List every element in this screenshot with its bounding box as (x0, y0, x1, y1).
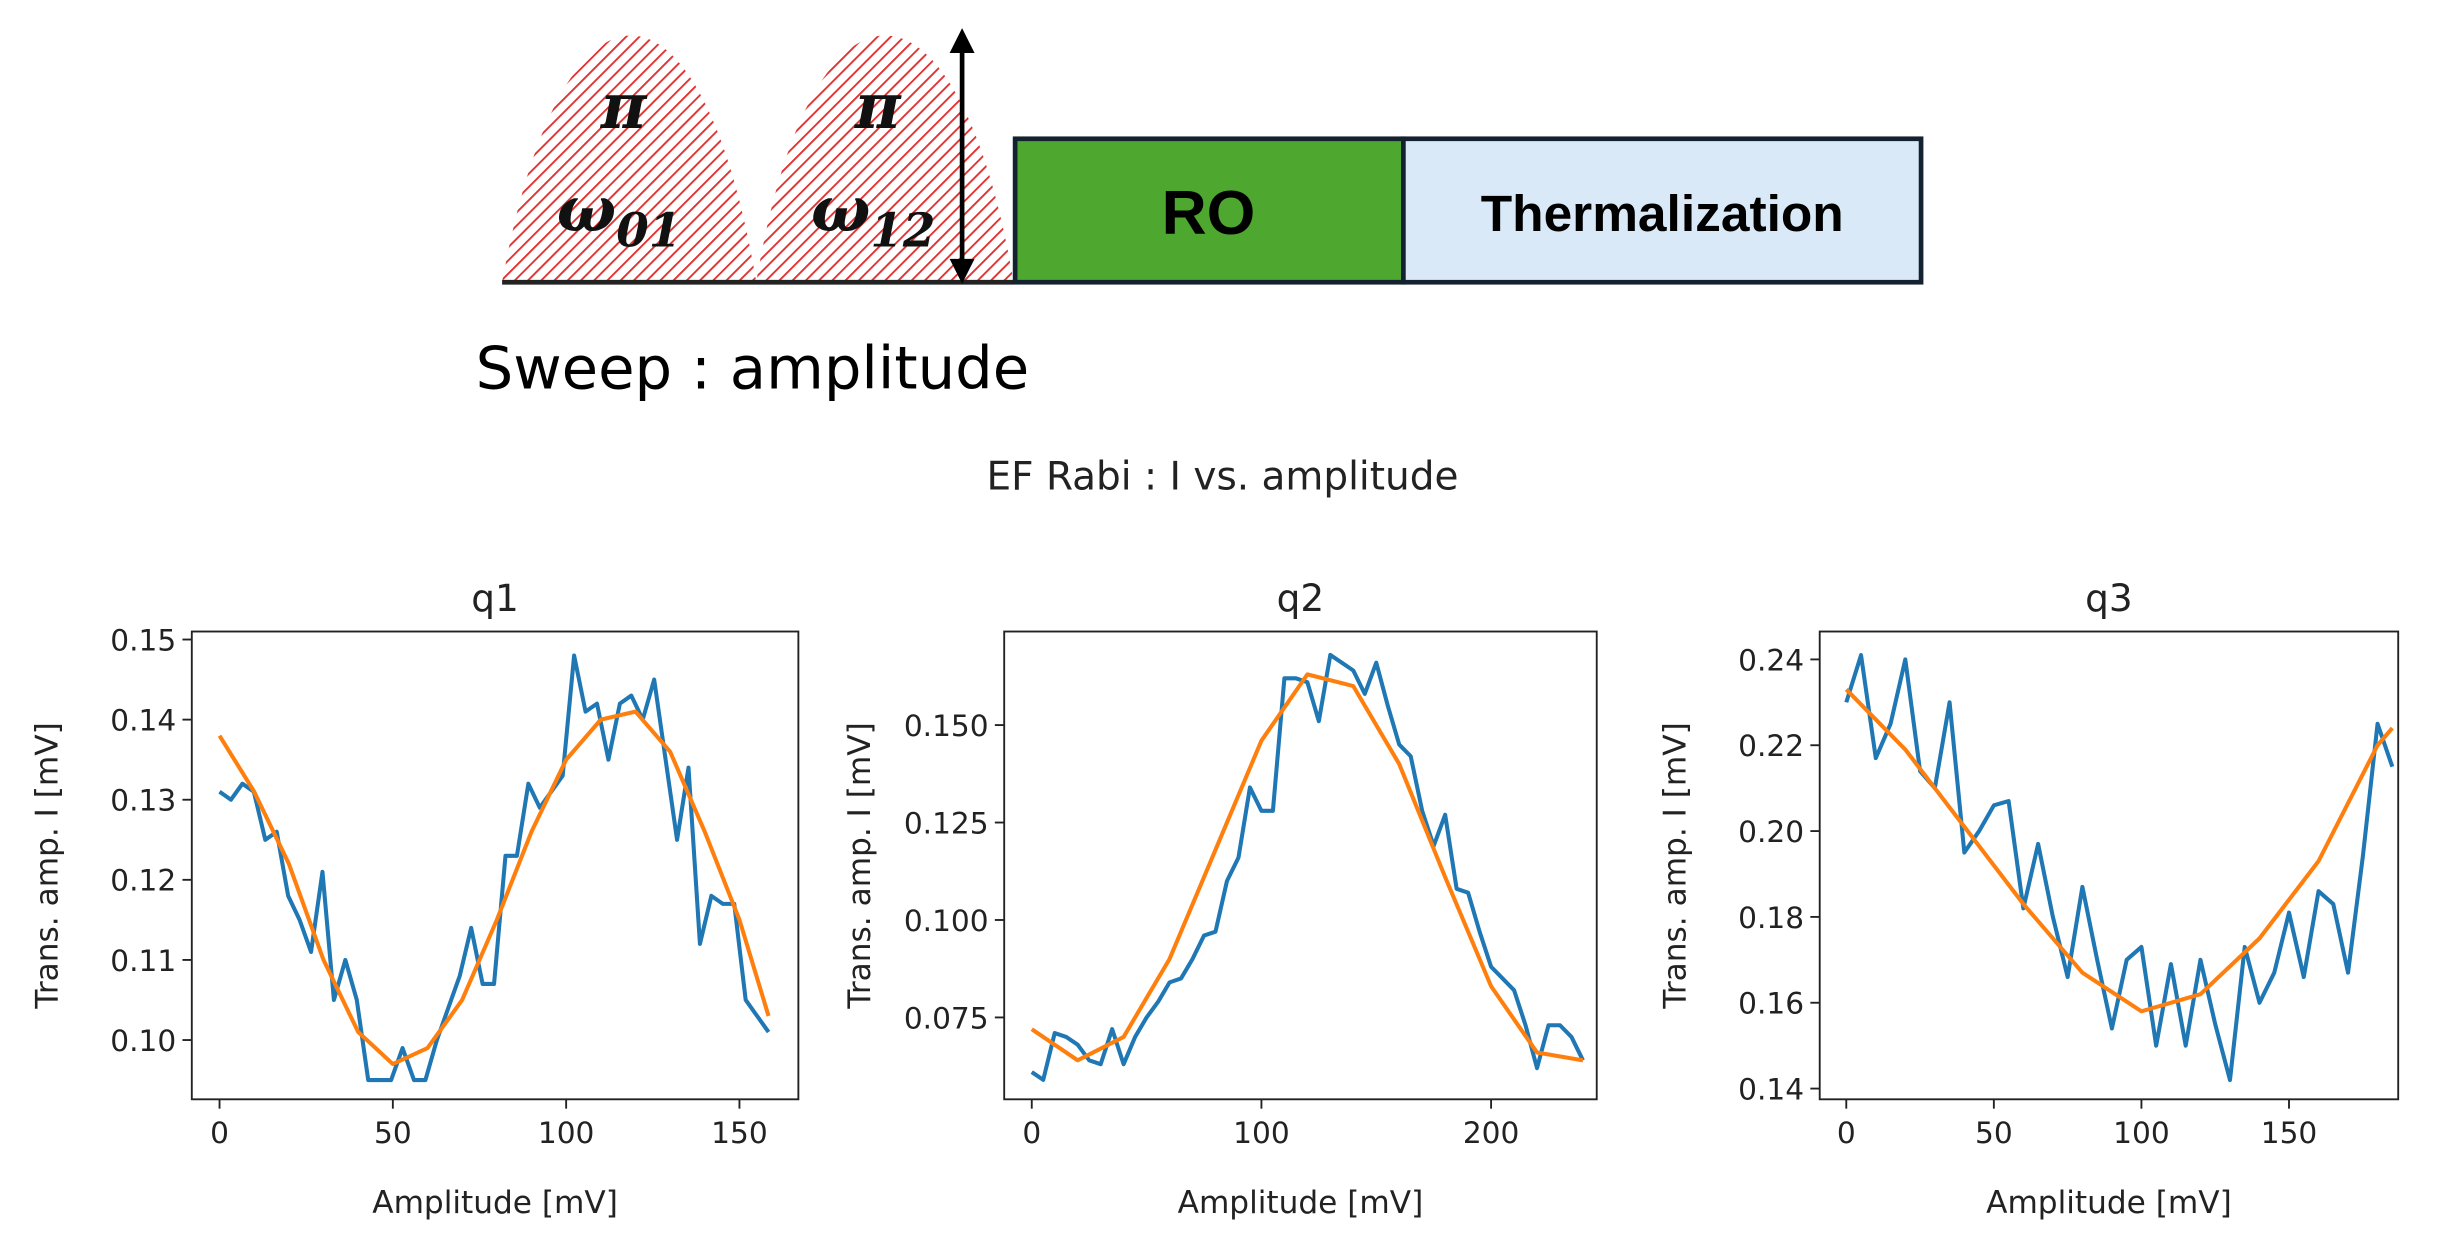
data-line (1030, 652, 1585, 1082)
pulse-freq: ω01 (557, 172, 681, 259)
y-tick-label: 0.14 (1738, 1072, 1804, 1106)
ro-label: RO (1162, 179, 1256, 248)
x-tick-label: 100 (1233, 1116, 1290, 1150)
freq-symbol: ω (557, 172, 616, 246)
y-tick-label: 0.125 (904, 806, 989, 840)
y-tick-label: 0.15 (110, 623, 176, 657)
y-tick-label: 0.100 (904, 904, 989, 938)
pulse-diagram: π ω01 π ω12 RO Thermalization Sweep : am… (476, 28, 1924, 402)
subplot-title: q1 (471, 576, 519, 620)
x-tick-label: 0 (210, 1116, 229, 1150)
x-axis-label: Amplitude [mV] (372, 1185, 618, 1221)
data-line (1844, 653, 2395, 1083)
y-tick-label: 0.18 (1738, 901, 1804, 935)
y-axis-label: Trans. amp. I [mV] (30, 722, 66, 1009)
plot-frame (1818, 630, 2400, 1101)
subplot-title: q3 (2085, 576, 2133, 620)
y-tick-label: 0.20 (1738, 815, 1804, 849)
x-tick-label: 150 (2261, 1116, 2318, 1150)
x-tick-label: 0 (1022, 1116, 1041, 1150)
data-line (1844, 688, 2394, 1014)
sweep-label: Sweep : amplitude (476, 333, 1030, 402)
freq-sub: 12 (870, 203, 935, 258)
data-line (1030, 672, 1584, 1063)
y-tick-label: 0.11 (110, 944, 176, 978)
x-tick-label: 100 (538, 1116, 595, 1150)
plot-frame (190, 630, 800, 1101)
x-tick-label: 0 (1837, 1116, 1856, 1150)
x-tick-label: 100 (2113, 1116, 2170, 1150)
x-tick-label: 150 (711, 1116, 768, 1150)
data-line (217, 709, 771, 1067)
suptitle: EF Rabi : I vs. amplitude (987, 455, 1459, 500)
x-axis-label: Amplitude [mV] (1986, 1185, 2232, 1221)
y-tick-label: 0.22 (1738, 729, 1804, 763)
freq-symbol: ω (811, 172, 870, 246)
pulse-freq: ω12 (811, 172, 935, 259)
pulse-shape (756, 35, 1014, 283)
subplot: q2 Amplitude [mV] Trans. amp. I [mV] 0 100 20… (842, 576, 1598, 1221)
pulse-label: π (854, 69, 902, 143)
x-tick-label: 50 (1975, 1116, 2013, 1150)
thermalization-label: Thermalization (1481, 184, 1844, 242)
x-tick-label: 50 (374, 1116, 412, 1150)
y-axis-label: Trans. amp. I [mV] (1658, 722, 1694, 1009)
y-tick-label: 0.10 (110, 1024, 176, 1058)
ro-block (1012, 136, 1406, 285)
x-axis-label: Amplitude [mV] (1178, 1185, 1424, 1221)
pulse-shape (502, 35, 757, 283)
y-tick-label: 0.075 (904, 1001, 989, 1035)
freq-sub: 01 (616, 203, 681, 258)
x-tick-label: 200 (1463, 1116, 1520, 1150)
y-tick-label: 0.24 (1738, 643, 1804, 677)
y-tick-label: 0.13 (110, 784, 176, 818)
y-tick-label: 0.16 (1738, 987, 1804, 1021)
thermalization-block (1401, 136, 1924, 285)
plot-frame (1003, 630, 1598, 1101)
y-tick-label: 0.150 (904, 709, 989, 743)
pulse-label: π (600, 69, 648, 143)
subplot: q1 Amplitude [mV] Trans. amp. I [mV] 0 50 100… (30, 576, 800, 1221)
subplot: q3 Amplitude [mV] Trans. amp. I [mV] 0 50 100… (1658, 576, 2400, 1221)
y-tick-label: 0.14 (110, 704, 176, 738)
y-axis-label: Trans. amp. I [mV] (842, 722, 878, 1009)
y-tick-label: 0.12 (110, 864, 176, 898)
data-line (218, 653, 771, 1083)
subplot-title: q2 (1277, 576, 1325, 620)
